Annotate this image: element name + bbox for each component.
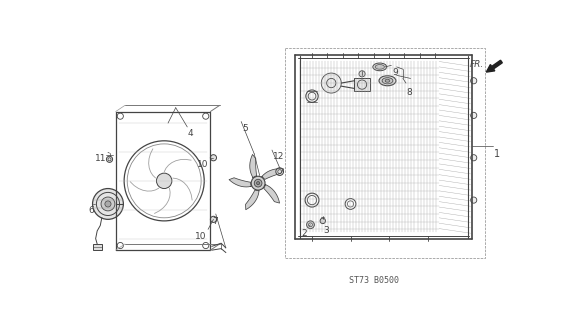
Circle shape [256,182,260,185]
Circle shape [254,179,262,187]
Circle shape [320,218,325,224]
Text: 10: 10 [195,232,206,241]
Circle shape [470,197,477,203]
Text: 10: 10 [197,160,209,169]
Bar [285,48,485,258]
Text: 1: 1 [494,148,500,158]
Circle shape [105,201,111,207]
Text: 8: 8 [407,88,412,97]
Text: 12: 12 [273,152,284,161]
FancyArrow shape [486,60,503,72]
Bar [354,78,370,91]
Polygon shape [229,178,251,187]
Circle shape [156,173,172,188]
Text: 7: 7 [212,217,218,226]
Circle shape [470,112,477,118]
Ellipse shape [379,76,396,86]
Text: 4: 4 [188,129,194,138]
Circle shape [306,221,315,228]
Polygon shape [246,190,259,210]
Text: 6: 6 [89,206,94,215]
Circle shape [276,168,283,175]
Circle shape [470,155,477,161]
Circle shape [210,216,217,222]
Text: 11: 11 [95,154,107,163]
Text: 9: 9 [392,68,398,77]
Polygon shape [262,169,283,180]
Polygon shape [264,185,279,203]
Circle shape [106,156,113,162]
Circle shape [251,176,265,190]
Ellipse shape [375,65,385,69]
Text: 3: 3 [323,226,328,235]
Circle shape [101,197,115,211]
Bar [93,244,102,250]
Circle shape [470,78,477,84]
Circle shape [321,73,342,93]
Ellipse shape [385,79,390,82]
Text: FR.: FR. [470,60,485,69]
Text: 2: 2 [301,229,307,238]
Ellipse shape [373,63,387,71]
Circle shape [93,188,124,219]
Polygon shape [250,155,256,178]
Circle shape [210,155,217,161]
Circle shape [359,71,365,77]
Ellipse shape [382,78,393,84]
Text: 5: 5 [242,124,248,133]
Text: ST73 B0500: ST73 B0500 [348,276,398,284]
